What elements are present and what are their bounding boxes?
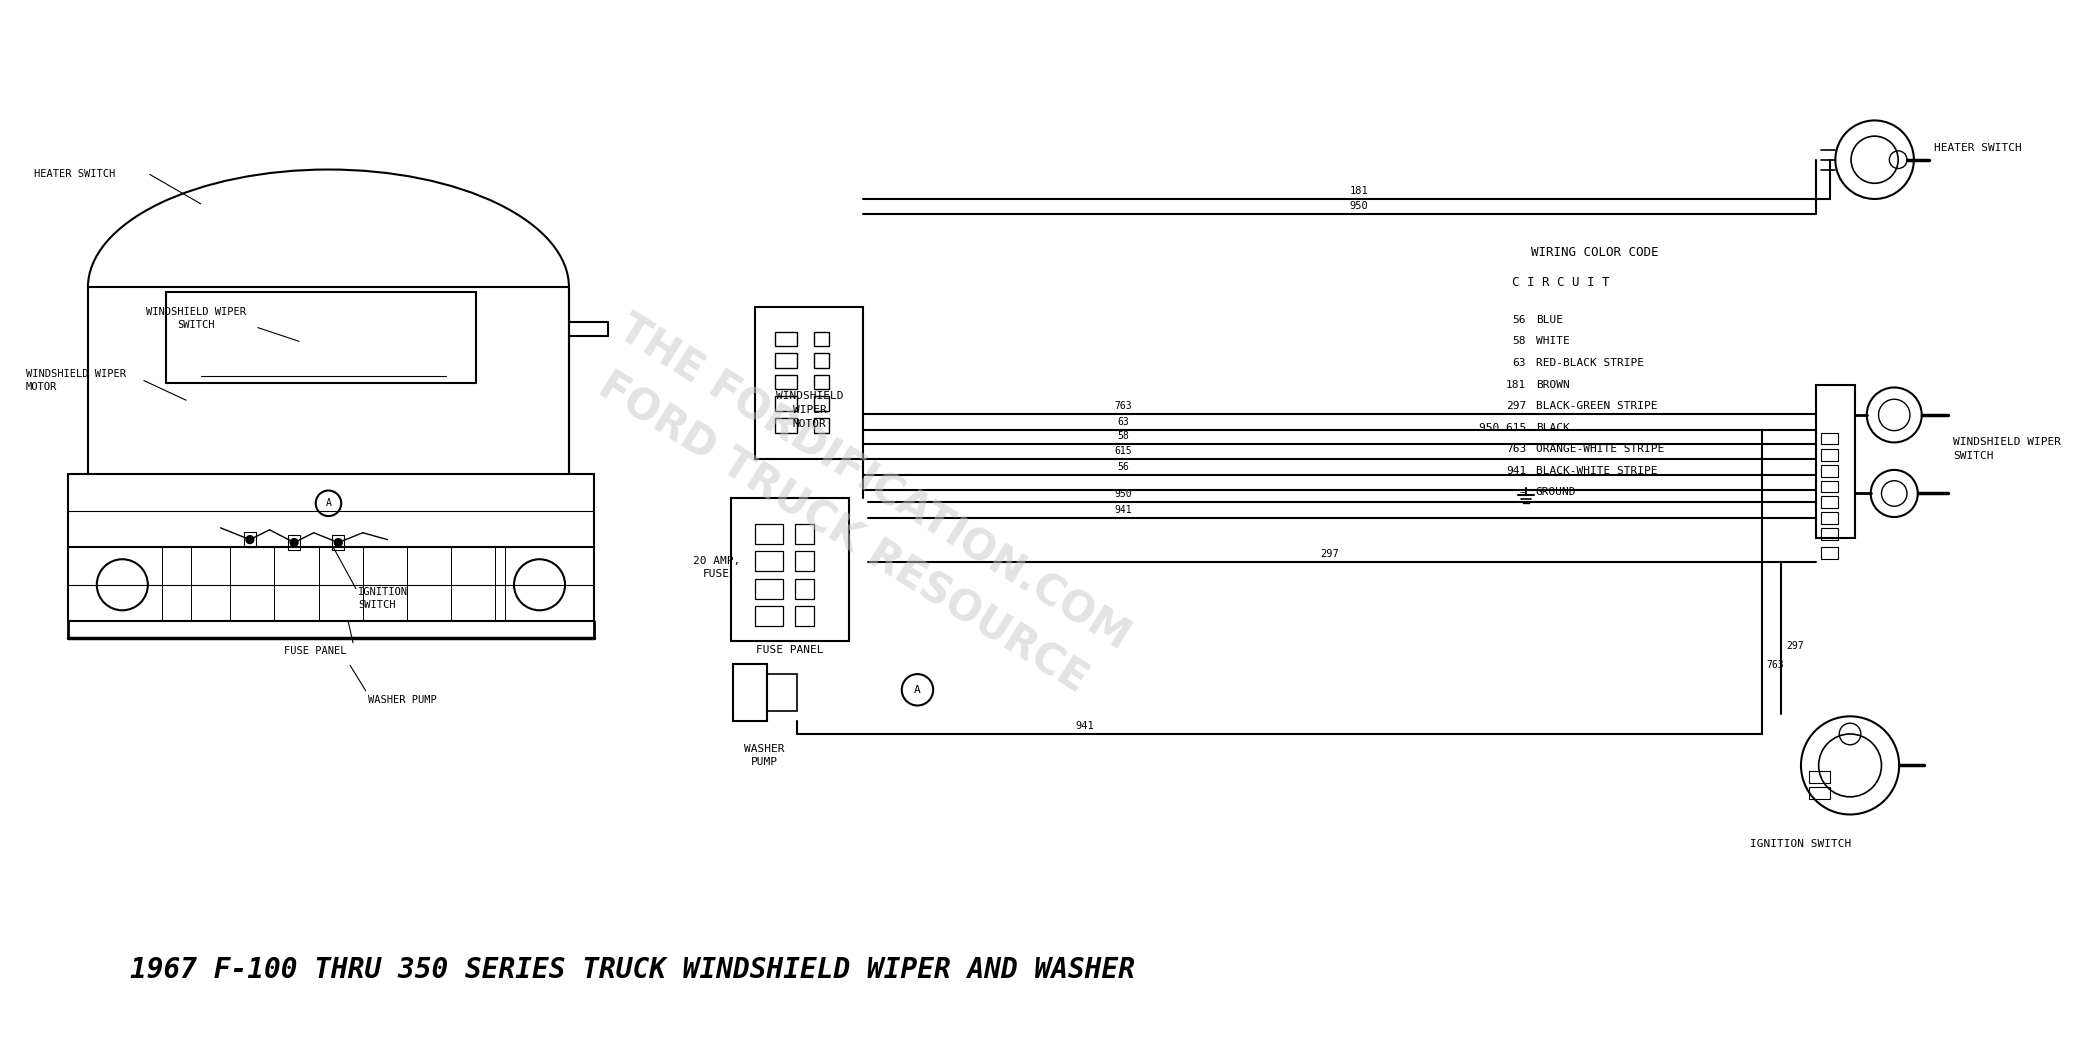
Bar [776,375,797,389]
Text: 763: 763 [1766,660,1784,671]
Bar [776,331,797,347]
Text: ORANGE-WHITE STRIPE: ORANGE-WHITE STRIPE [1536,444,1664,455]
Bar [813,418,830,433]
Text: 56: 56 [1118,462,1129,472]
Text: BLACK-WHITE STRIPE: BLACK-WHITE STRIPE [1536,466,1658,475]
Text: 297: 297 [1787,640,1803,651]
Text: C I R C U I T: C I R C U I T [1513,276,1610,289]
Text: BLUE: BLUE [1536,315,1562,325]
Text: 181: 181 [1506,380,1525,389]
Bar [768,674,797,711]
Text: WASHER
PUMP: WASHER PUMP [745,744,784,767]
Text: WHITE: WHITE [1536,336,1569,347]
Text: A: A [915,685,921,694]
Text: 181: 181 [1351,186,1370,196]
Bar [1820,449,1838,461]
Bar [1820,528,1838,540]
Bar [795,606,813,626]
Text: WINDSHIELD WIPER
SWITCH: WINDSHIELD WIPER SWITCH [145,307,247,330]
Text: WINDSHIELD WIPER
MOTOR: WINDSHIELD WIPER MOTOR [27,368,127,392]
Text: 941: 941 [1506,466,1525,475]
Text: 63: 63 [1513,358,1525,367]
Text: 20 AMP,
FUSE: 20 AMP, FUSE [693,555,741,579]
Text: 950: 950 [1351,200,1370,211]
Bar [1809,771,1830,783]
Text: 763: 763 [1114,401,1133,411]
Text: 615: 615 [1114,446,1133,456]
Bar [732,664,768,721]
Text: WINDSHIELD
WIPER
MOTOR: WINDSHIELD WIPER MOTOR [776,391,842,429]
Text: THE FORDIFICATION.COM
FORD TRUCK RESOURCE: THE FORDIFICATION.COM FORD TRUCK RESOURC… [579,308,1137,708]
Circle shape [247,536,253,544]
Text: 941: 941 [1114,506,1133,515]
Bar [1820,512,1838,524]
Text: 56: 56 [1513,315,1525,325]
Bar [755,551,782,571]
Text: FUSE PANEL: FUSE PANEL [284,646,347,656]
Bar [288,535,301,550]
Bar [813,353,830,367]
Text: 950: 950 [1114,489,1133,499]
Bar [776,397,797,411]
Circle shape [334,539,342,546]
Bar [755,579,782,599]
Text: GROUND: GROUND [1536,488,1577,497]
Text: =: = [1519,488,1525,497]
Bar [1820,547,1838,559]
Text: 297: 297 [1320,549,1338,559]
Text: RED-BLACK STRIPE: RED-BLACK STRIPE [1536,358,1643,367]
Bar [332,535,344,550]
Text: 1967 F-100 THRU 350 SERIES TRUCK WINDSHIELD WIPER AND WASHER: 1967 F-100 THRU 350 SERIES TRUCK WINDSHI… [131,956,1135,984]
Bar [245,531,255,547]
Text: 63: 63 [1118,416,1129,427]
Bar [1820,433,1838,444]
Text: HEATER SWITCH: HEATER SWITCH [33,169,116,180]
Bar [755,524,782,544]
Bar [813,331,830,347]
Text: IGNITION
SWITCH: IGNITION SWITCH [357,586,409,610]
Bar [1820,465,1838,476]
Text: HEATER SWITCH: HEATER SWITCH [1934,143,2021,153]
Text: 58: 58 [1118,432,1129,441]
Bar [755,307,863,459]
Bar [1820,481,1838,492]
Bar [1820,496,1838,509]
Circle shape [290,539,299,546]
Bar [776,353,797,367]
Text: 941: 941 [1075,721,1094,731]
Text: WIRING COLOR CODE: WIRING COLOR CODE [1531,246,1658,260]
Text: 763: 763 [1506,444,1525,455]
Text: BLACK-GREEN STRIPE: BLACK-GREEN STRIPE [1536,401,1658,411]
Bar [795,579,813,599]
Bar [813,375,830,389]
Bar [755,606,782,626]
Text: WASHER PUMP: WASHER PUMP [367,694,436,705]
Text: BROWN: BROWN [1536,380,1569,389]
Text: BLACK: BLACK [1536,422,1569,433]
Text: 950 615: 950 615 [1479,422,1525,433]
Text: 58: 58 [1513,336,1525,347]
Bar [730,498,849,640]
Bar [776,418,797,433]
Text: WINDSHIELD WIPER
SWITCH: WINDSHIELD WIPER SWITCH [1953,437,2060,461]
Text: FUSE PANEL: FUSE PANEL [755,646,824,655]
Bar [1816,385,1855,538]
Bar [1809,787,1830,799]
Text: 297: 297 [1506,401,1525,411]
Text: A: A [326,498,332,509]
Bar [795,551,813,571]
Bar [813,397,830,411]
Bar [795,524,813,544]
Text: IGNITION SWITCH: IGNITION SWITCH [1751,839,1851,849]
